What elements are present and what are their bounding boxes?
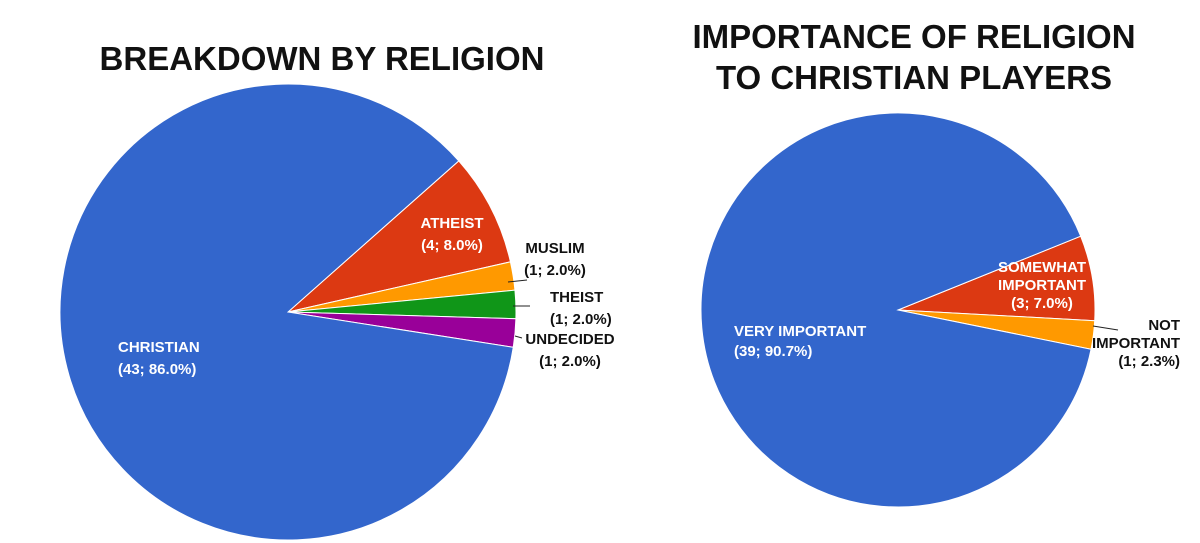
slice-label-very-important-line-2: (39; 90.7%) (734, 343, 812, 360)
religion-breakdown-chart: BREAKDOWN BY RELIGION CHRISTIAN (43; 86.0… (59, 40, 615, 541)
chart-title-importance-line-2: TO CHRISTIAN PLAYERS (716, 59, 1112, 96)
slice-label-muslim-line-1: MUSLIM (525, 240, 584, 257)
slice-label-undecided-line-1: UNDECIDED (525, 331, 614, 348)
leader-line-undecided (514, 335, 523, 339)
leader-line-not-important (1092, 325, 1119, 331)
slice-label-somewhat-important-line-3: (3; 7.0%) (1011, 295, 1073, 312)
importance-pie (700, 112, 1096, 508)
slice-label-very-important-line-1: VERY IMPORTANT (734, 323, 866, 340)
slice-label-theist-line-1: THEIST (550, 289, 603, 306)
importance-chart: IMPORTANCE OF RELIGION TO CHRISTIAN PLAY… (692, 18, 1180, 508)
pie-slice-christian (59, 83, 514, 541)
slice-label-somewhat-important-line-1: SOMEWHAT (998, 259, 1086, 276)
religion-pie-labels: CHRISTIAN (43; 86.0%) ATHEIST (4; 8.0%) MUSL… (118, 215, 615, 378)
slice-label-not-important-line-3: (1; 2.3%) (1118, 353, 1180, 370)
chart-title-importance-line-1: IMPORTANCE OF RELIGION (692, 18, 1135, 55)
slice-label-muslim-line-2: (1; 2.0%) (524, 262, 586, 279)
slice-label-theist-line-2: (1; 2.0%) (550, 311, 612, 328)
importance-pie-labels: VERY IMPORTANT(39; 90.7%)SOMEWHATIMPORTA… (734, 259, 1180, 370)
slice-label-atheist-line-1: ATHEIST (420, 215, 483, 232)
slice-label-christian-line-2: (43; 86.0%) (118, 361, 196, 378)
religion-pie (59, 83, 517, 541)
slice-label-not-important-line-1: NOT (1148, 317, 1180, 334)
leader-line-muslim (507, 279, 528, 283)
chart-title-religion-breakdown: BREAKDOWN BY RELIGION (100, 40, 545, 77)
slice-label-christian-line-1: CHRISTIAN (118, 339, 200, 356)
slice-label-not-important-line-2: IMPORTANT (1092, 335, 1180, 352)
slice-label-somewhat-important-line-2: IMPORTANT (998, 277, 1086, 294)
slice-label-atheist-line-2: (4; 8.0%) (421, 237, 483, 254)
slice-label-undecided-line-2: (1; 2.0%) (539, 353, 601, 370)
pie-slice-very-important (700, 112, 1092, 508)
